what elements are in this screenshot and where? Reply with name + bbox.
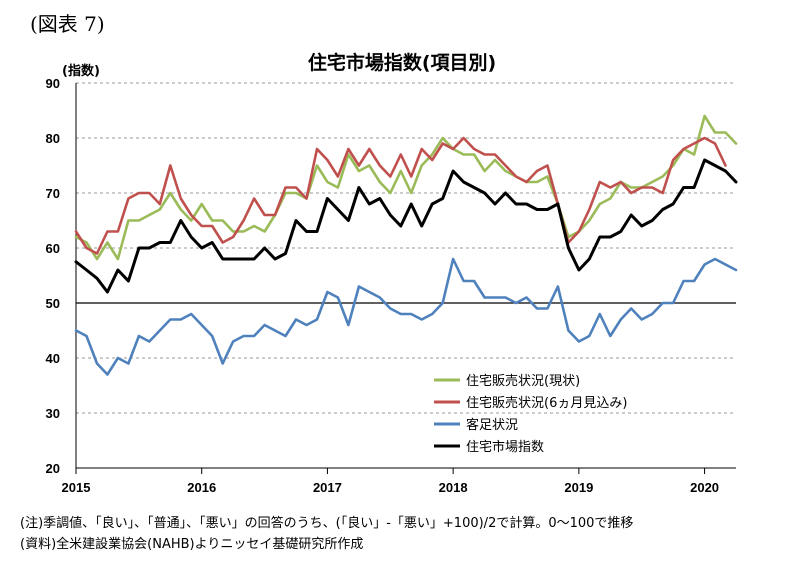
- y-tick-label: 90: [46, 76, 60, 91]
- series-line-1: [74, 114, 738, 261]
- x-tick-label: 2018: [439, 480, 468, 495]
- series-line-2: [74, 136, 727, 255]
- y-tick-label: 30: [46, 406, 60, 421]
- legend-label-2: 住宅販売状況(6ヵ月見込み): [466, 395, 627, 411]
- y-tick-label: 70: [46, 186, 60, 201]
- x-tick-label: 2015: [62, 480, 91, 495]
- chart-source: (資料)全米建設業協会(NAHB)よりニッセイ基礎研究所作成: [20, 537, 364, 552]
- series-line-3: [74, 257, 738, 376]
- figure-label: (図表 7): [30, 12, 105, 36]
- x-tick-label: 2017: [313, 480, 342, 495]
- chart-note: (注)季調値、「良い」、「普通」、「悪い」の回答のうち、(「良い」-「悪い」+1…: [20, 516, 634, 531]
- x-tick-label: 2016: [187, 480, 216, 495]
- chart-title: 住宅市場指数(項目別): [307, 52, 497, 74]
- y-tick-label: 50: [46, 296, 60, 311]
- legend-label-3: 客足状況: [466, 417, 518, 433]
- series-line-4: [74, 158, 738, 294]
- y-tick-label: 80: [46, 131, 60, 146]
- legend-label-1: 住宅販売状況(現状): [466, 373, 580, 389]
- y-tick-label: 40: [46, 351, 60, 366]
- y-axis-unit-label: (指数): [62, 64, 100, 79]
- x-tick-label: 2019: [564, 480, 593, 495]
- y-tick-label: 60: [46, 241, 60, 256]
- y-tick-label: 20: [46, 461, 60, 476]
- legend-label-4: 住宅市場指数: [466, 439, 544, 455]
- x-tick-label: 2020: [690, 480, 719, 495]
